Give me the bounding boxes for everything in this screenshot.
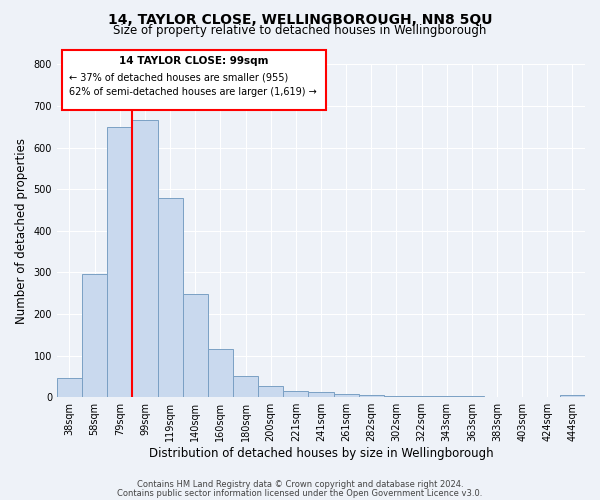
Bar [459,396,484,397]
Bar [560,395,585,397]
Bar [133,120,158,397]
Text: 14 TAYLOR CLOSE: 99sqm: 14 TAYLOR CLOSE: 99sqm [119,56,269,66]
FancyBboxPatch shape [62,50,326,110]
Bar [384,396,409,397]
Text: 14, TAYLOR CLOSE, WELLINGBOROUGH, NN8 5QU: 14, TAYLOR CLOSE, WELLINGBOROUGH, NN8 5Q… [108,12,492,26]
Bar [409,396,434,397]
Bar [107,127,133,397]
Text: ← 37% of detached houses are smaller (955): ← 37% of detached houses are smaller (95… [70,72,289,83]
Bar [308,392,334,397]
Bar [434,396,459,397]
Bar [258,386,283,397]
Bar [182,294,208,397]
Text: Contains HM Land Registry data © Crown copyright and database right 2024.: Contains HM Land Registry data © Crown c… [137,480,463,489]
Text: Size of property relative to detached houses in Wellingborough: Size of property relative to detached ho… [113,24,487,37]
Text: Contains public sector information licensed under the Open Government Licence v3: Contains public sector information licen… [118,488,482,498]
Bar [208,350,233,397]
Bar [334,394,359,397]
Y-axis label: Number of detached properties: Number of detached properties [15,138,28,324]
Bar [57,378,82,397]
Bar [158,198,182,397]
Text: 62% of semi-detached houses are larger (1,619) →: 62% of semi-detached houses are larger (… [70,87,317,97]
X-axis label: Distribution of detached houses by size in Wellingborough: Distribution of detached houses by size … [149,447,493,460]
Bar [233,376,258,397]
Bar [359,395,384,397]
Bar [283,391,308,397]
Bar [82,274,107,397]
